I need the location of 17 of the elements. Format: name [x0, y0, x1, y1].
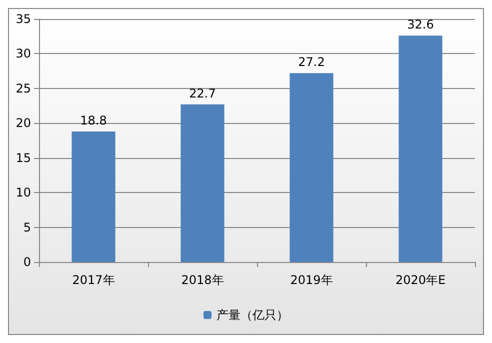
data-label: 27.2: [298, 55, 325, 70]
y-tick-label: 10: [16, 186, 31, 200]
data-label: 22.7: [189, 86, 216, 100]
y-tick-label: 15: [16, 150, 31, 165]
y-tick-label: 25: [16, 81, 31, 96]
y-tick-label: 20: [16, 116, 31, 130]
x-tick-label: 2018年: [181, 273, 224, 287]
x-tick-label: 2017年: [72, 273, 115, 287]
legend-label: 产量（亿只）: [216, 308, 288, 322]
x-tick-label: 2019年: [290, 273, 333, 287]
data-label: 32.6: [407, 18, 434, 32]
y-tick-label: 5: [23, 220, 31, 234]
data-label: 18.8: [80, 113, 107, 128]
y-tick-label: 35: [16, 12, 31, 26]
x-tick-label: 2020年E: [395, 273, 446, 287]
y-tick-label: 30: [16, 46, 31, 61]
y-tick-label: 0: [23, 255, 31, 269]
